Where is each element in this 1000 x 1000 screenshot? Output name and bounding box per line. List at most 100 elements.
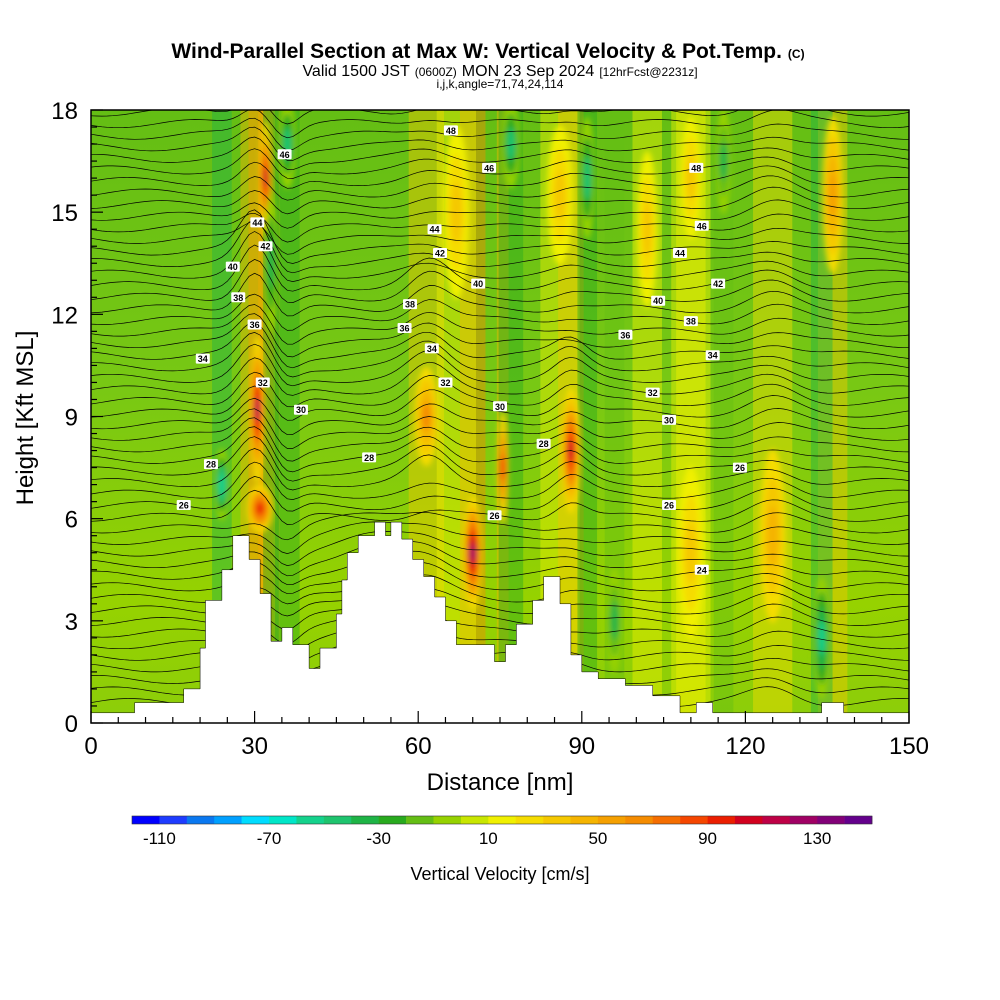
colorbar-swatch: [789, 816, 818, 824]
downdraft-cell: [719, 142, 728, 181]
updraft-cell: [421, 402, 431, 431]
x-axis-label: Distance [nm]: [427, 769, 574, 796]
theta-contour: [91, 222, 909, 255]
updraft-cell: [500, 454, 506, 481]
theta-label: 34: [424, 343, 439, 354]
title-tag: (C): [788, 47, 805, 61]
updraft-cell: [262, 168, 269, 188]
velocity-band: [577, 110, 598, 723]
x-tick-label: 60: [405, 733, 432, 760]
colorbar: [131, 815, 873, 825]
theta-contour-labels: 48 46 48 46 44 44 46 42 42 44 40 40 42 38 38 40 36 36 38 36…: [176, 125, 747, 575]
x-axis: 0 30 60 90 120 150: [84, 711, 929, 760]
updraft-cell: [685, 522, 697, 584]
theta-contour: [91, 136, 909, 171]
theta-label-text: 48: [446, 126, 456, 136]
theta-label-text: 30: [296, 405, 306, 415]
colorbar-frame: [131, 815, 873, 825]
theta-label-text: 36: [400, 323, 410, 333]
theta-label-text: 28: [206, 460, 216, 470]
colorbar-tick-label: -30: [366, 829, 391, 848]
updraft-cell: [254, 397, 261, 422]
x-tick-label: 0: [84, 733, 97, 760]
theta-label: 40: [651, 295, 666, 306]
colorbar-swatch: [296, 816, 325, 824]
theta-contour: [91, 531, 909, 566]
theta-label-text: 26: [490, 511, 500, 521]
theta-contour: [91, 219, 909, 274]
theta-label-text: 24: [697, 565, 707, 575]
theta-label-text: 32: [648, 388, 658, 398]
theta-label: 48: [689, 162, 704, 173]
theta-label-text: 38: [233, 293, 243, 303]
theta-label: 24: [694, 564, 709, 575]
theta-label: 30: [662, 414, 677, 425]
y-tick-label: 3: [65, 609, 78, 636]
updraft-cell: [828, 173, 837, 217]
theta-contour: [91, 540, 909, 577]
colorbar-swatch: [707, 816, 736, 824]
theta-contour: [91, 304, 909, 345]
theta-label-text: 30: [495, 402, 505, 412]
theta-label-text: 40: [653, 296, 663, 306]
chart-subtitle: Valid 1500 JST (0600Z) MON 23 Sep 2024 [12h…: [302, 63, 697, 80]
subtitle-zulu: (0600Z): [415, 65, 457, 79]
colorbar-swatch: [241, 816, 270, 824]
theta-contour: [91, 408, 909, 449]
colorbar-swatch: [323, 816, 352, 824]
theta-label-text: 40: [473, 279, 483, 289]
theta-contour: [91, 175, 909, 201]
theta-label: 28: [203, 459, 218, 470]
theta-label-text: 26: [179, 501, 189, 511]
theta-label: 36: [247, 319, 262, 330]
theta-contour: [91, 161, 909, 189]
x-tick-label: 30: [241, 733, 268, 760]
updraft-cell: [642, 201, 652, 257]
theta-label: 26: [487, 510, 502, 521]
theta-contour: [91, 244, 909, 292]
colorbar-ticks: -110 -70 -30 10 50 90 130: [143, 829, 831, 848]
colorbar-tick-label: -70: [257, 829, 282, 848]
downdraft-cell: [506, 127, 516, 161]
colorbar-tick-label: 50: [588, 829, 607, 848]
theta-contour: [91, 417, 909, 462]
theta-label: 28: [362, 452, 377, 463]
colorbar-tick-label: -110: [143, 829, 176, 848]
theta-label: 26: [662, 500, 677, 511]
theta-label: 36: [618, 329, 633, 340]
colorbar-swatch: [570, 816, 599, 824]
theta-contour: [91, 476, 909, 512]
theta-contour: [91, 272, 909, 317]
colorbar-swatch: [817, 816, 845, 824]
theta-label-text: 34: [708, 351, 718, 361]
theta-label: 44: [427, 224, 442, 235]
colorbar-swatch: [652, 816, 681, 824]
y-tick-label: 12: [51, 302, 78, 329]
theta-label-text: 38: [405, 300, 415, 310]
colorbar-swatch: [680, 816, 708, 824]
y-tick-label: 15: [51, 200, 78, 227]
theta-contour: [91, 110, 909, 125]
theta-label-text: 46: [484, 163, 494, 173]
theta-label: 46: [694, 220, 709, 231]
colorbar-swatch: [844, 816, 873, 824]
colorbar-swatch: [543, 816, 571, 824]
velocity-band: [604, 110, 625, 723]
theta-label: 28: [536, 438, 551, 449]
theta-label-text: 36: [620, 330, 630, 340]
theta-contour: [91, 212, 909, 243]
theta-label-text: 42: [260, 242, 270, 252]
colorbar-swatch: [214, 816, 242, 824]
colorbar-swatch: [378, 816, 407, 824]
downdraft-cell: [818, 620, 826, 655]
theta-label-text: 38: [686, 317, 696, 327]
theta-contour: [91, 357, 909, 396]
x-tick-label: 150: [889, 733, 929, 760]
theta-label-text: 46: [697, 221, 707, 231]
velocity-band: [275, 110, 300, 723]
colorbar-swatch: [406, 816, 434, 824]
theta-label-text: 28: [364, 453, 374, 463]
theta-contour: [91, 448, 909, 491]
theta-contour: [91, 385, 909, 421]
theta-contour: [91, 397, 909, 436]
